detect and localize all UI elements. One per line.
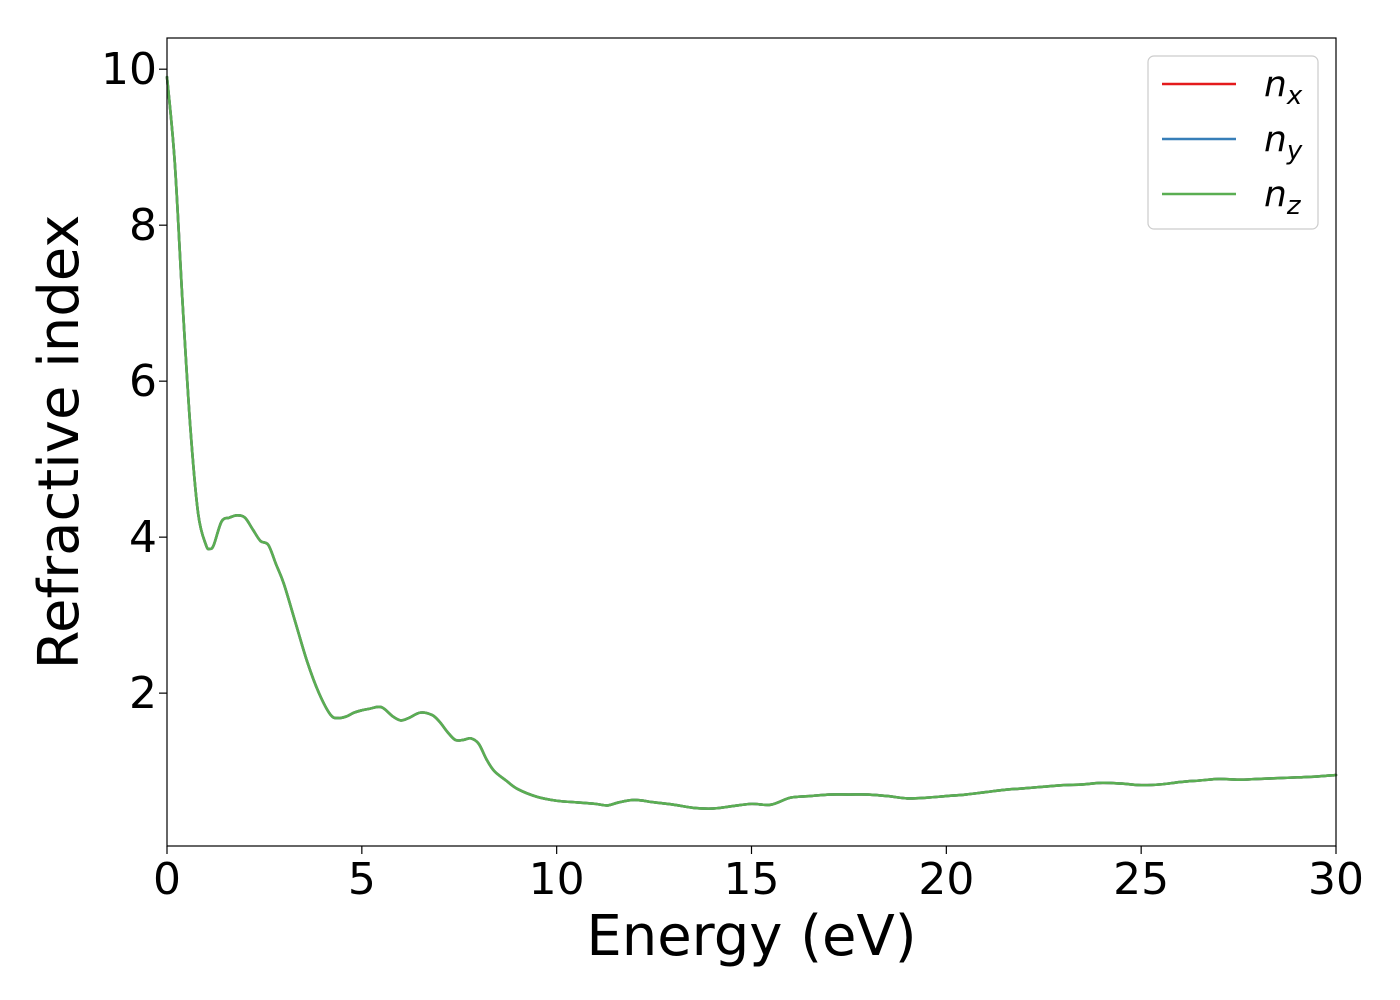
series-line-n-z xyxy=(165,75,1338,810)
y-tick-label: 2 xyxy=(129,668,157,719)
x-tick-label: 0 xyxy=(153,854,181,905)
legend-item-n-y: ny xyxy=(1162,119,1303,166)
legend-box xyxy=(1147,55,1319,230)
x-tick-label: 15 xyxy=(724,854,780,905)
x-tick-label: 30 xyxy=(1308,854,1364,905)
legend: nx ny nz xyxy=(1147,55,1319,230)
y-axis-ticks: 2 4 6 8 10 xyxy=(101,44,167,719)
y-tick-label: 4 xyxy=(129,512,157,563)
x-tick-label: 10 xyxy=(529,854,585,905)
legend-item-n-x: nx xyxy=(1162,64,1303,111)
x-tick-label: 25 xyxy=(1113,854,1169,905)
x-tick-label: 20 xyxy=(918,854,974,905)
x-axis-label: Energy (eV) xyxy=(586,904,916,969)
legend-label: nx xyxy=(1264,64,1303,111)
y-tick-label: 10 xyxy=(101,44,157,95)
x-axis-ticks: 0 5 10 15 20 25 30 xyxy=(153,846,1364,905)
x-tick-label: 5 xyxy=(348,854,376,905)
legend-item-n-z: nz xyxy=(1162,174,1302,221)
legend-label: ny xyxy=(1264,119,1303,166)
y-axis-label: Refractive index xyxy=(27,215,92,670)
series-layer xyxy=(165,75,1338,810)
legend-label: nz xyxy=(1264,174,1302,221)
y-tick-label: 8 xyxy=(129,200,157,251)
y-tick-label: 6 xyxy=(129,356,157,407)
